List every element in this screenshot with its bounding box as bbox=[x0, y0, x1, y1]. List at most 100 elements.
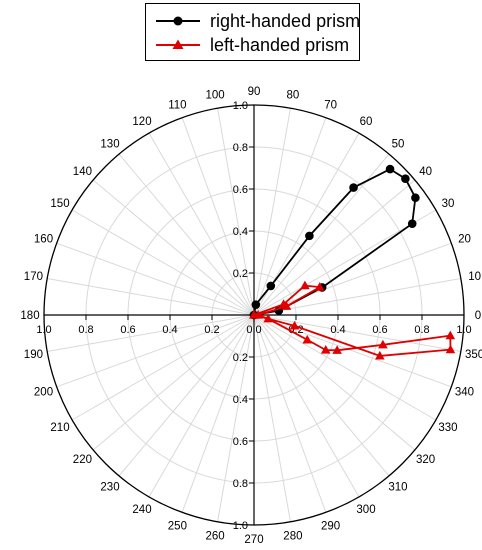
radial-tick-label: 0.6 bbox=[233, 184, 248, 196]
angle-tick-label: 280 bbox=[283, 531, 302, 543]
legend-item-right-handed: right-handed prism bbox=[154, 10, 360, 32]
grid-spoke bbox=[56, 314, 255, 388]
data-point bbox=[281, 301, 292, 310]
radial-tick-label: 0.4 bbox=[330, 324, 345, 336]
radial-tick-label: 0.2 bbox=[204, 324, 219, 336]
radial-tick-label: 1.0 bbox=[233, 100, 248, 112]
data-point bbox=[320, 344, 331, 354]
data-point bbox=[411, 193, 420, 203]
data-point bbox=[266, 281, 276, 291]
angle-tick-label: 140 bbox=[73, 166, 92, 178]
angle-tick-label: 260 bbox=[206, 531, 225, 543]
angle-tick-label: 340 bbox=[455, 387, 474, 399]
radial-tick-label: 0.8 bbox=[233, 478, 248, 490]
angle-tick-label: 200 bbox=[34, 387, 53, 399]
data-point bbox=[251, 300, 261, 309]
angle-tick-label: 230 bbox=[100, 482, 119, 494]
data-point bbox=[263, 313, 273, 323]
angle-tick-label: 60 bbox=[360, 116, 373, 128]
grid-spoke bbox=[47, 278, 255, 316]
angle-tick-label: 330 bbox=[438, 422, 457, 434]
angle-tick-label: 300 bbox=[356, 504, 375, 516]
series-line bbox=[253, 284, 452, 357]
grid-spoke bbox=[47, 314, 255, 352]
grid-spoke bbox=[253, 314, 452, 388]
grid-spoke bbox=[253, 179, 416, 316]
radial-tick-label: 0.6 bbox=[120, 324, 135, 336]
grid-spoke bbox=[71, 209, 255, 316]
angle-tick-label: 130 bbox=[100, 138, 119, 150]
angle-tick-label: 30 bbox=[442, 198, 455, 210]
angle-tick-label: 100 bbox=[206, 89, 225, 101]
angle-tick-label: 210 bbox=[50, 422, 69, 434]
data-point bbox=[349, 183, 358, 192]
angle-tick-label: 170 bbox=[24, 271, 43, 283]
grid-spoke bbox=[148, 314, 255, 498]
angle-tick-label: 320 bbox=[416, 454, 435, 466]
radial-tick-label: 0.0 bbox=[246, 324, 261, 336]
data-point bbox=[445, 344, 456, 354]
grid-spoke bbox=[71, 314, 255, 421]
data-point bbox=[302, 334, 313, 344]
grid-spoke bbox=[118, 314, 255, 477]
data-point bbox=[289, 320, 300, 330]
angle-tick-label: 90 bbox=[248, 86, 261, 98]
data-point bbox=[300, 280, 310, 290]
grid-spoke bbox=[253, 108, 291, 316]
radial-tick-label: 0.2 bbox=[233, 268, 248, 280]
radial-tick-label: 0.4 bbox=[233, 226, 248, 238]
radial-tick-label: 0.8 bbox=[78, 324, 93, 336]
angle-tick-label: 190 bbox=[24, 349, 43, 361]
radial-tick-label: 0.6 bbox=[233, 436, 248, 448]
grid-spoke bbox=[92, 179, 255, 316]
grid-spoke bbox=[56, 242, 255, 316]
data-point bbox=[385, 164, 395, 174]
angle-tick-label: 350 bbox=[465, 349, 482, 361]
angle-tick-label: 180 bbox=[20, 310, 39, 322]
legend-marker-triangle-icon bbox=[156, 39, 200, 49]
angle-tick-label: 0 bbox=[475, 310, 481, 322]
radial-tick-label: 0.4 bbox=[233, 394, 248, 406]
grid-spoke bbox=[253, 314, 390, 477]
grid-spoke bbox=[253, 314, 360, 498]
data-point bbox=[407, 219, 417, 228]
grid-spoke bbox=[253, 314, 327, 513]
angle-tick-label: 290 bbox=[321, 520, 340, 532]
legend-marker-circle-icon bbox=[156, 16, 200, 26]
legend: right-handed prism left-handed prism bbox=[145, 3, 360, 61]
radial-tick-label: 0.8 bbox=[233, 142, 248, 154]
radial-tick-label: 0.4 bbox=[162, 324, 177, 336]
grid-spoke bbox=[217, 314, 255, 522]
data-point bbox=[375, 350, 385, 360]
angle-tick-label: 80 bbox=[286, 89, 299, 101]
angle-tick-label: 70 bbox=[324, 100, 337, 112]
grid-spoke bbox=[253, 314, 461, 352]
angle-tick-label: 150 bbox=[50, 198, 69, 210]
radial-tick-label: 1.0 bbox=[233, 520, 248, 532]
angle-tick-label: 20 bbox=[458, 233, 471, 245]
data-point bbox=[445, 330, 456, 340]
data-point bbox=[332, 345, 342, 354]
angle-tick-label: 270 bbox=[244, 534, 263, 546]
angle-tick-label: 240 bbox=[132, 504, 151, 516]
legend-item-left-handed: left-handed prism bbox=[154, 34, 359, 56]
angle-tick-label: 40 bbox=[419, 166, 432, 178]
grid-spoke bbox=[253, 314, 291, 522]
data-point bbox=[249, 310, 259, 319]
radial-tick-label: 0.8 bbox=[414, 324, 429, 336]
angle-tick-label: 310 bbox=[388, 482, 407, 494]
angle-tick-label: 50 bbox=[392, 138, 405, 150]
radial-tick-label: 0.6 bbox=[372, 324, 387, 336]
data-point bbox=[305, 231, 314, 241]
grid-spoke bbox=[118, 153, 255, 316]
data-point bbox=[378, 339, 388, 349]
angle-tick-label: 220 bbox=[73, 454, 92, 466]
grid-spoke bbox=[148, 132, 255, 316]
data-point bbox=[401, 174, 410, 183]
angle-tick-label: 10 bbox=[468, 271, 481, 283]
grid-spoke bbox=[181, 314, 255, 513]
grid-spoke bbox=[217, 108, 255, 316]
angle-tick-label: 110 bbox=[168, 100, 186, 112]
radial-tick-label: 1.0 bbox=[36, 324, 51, 336]
